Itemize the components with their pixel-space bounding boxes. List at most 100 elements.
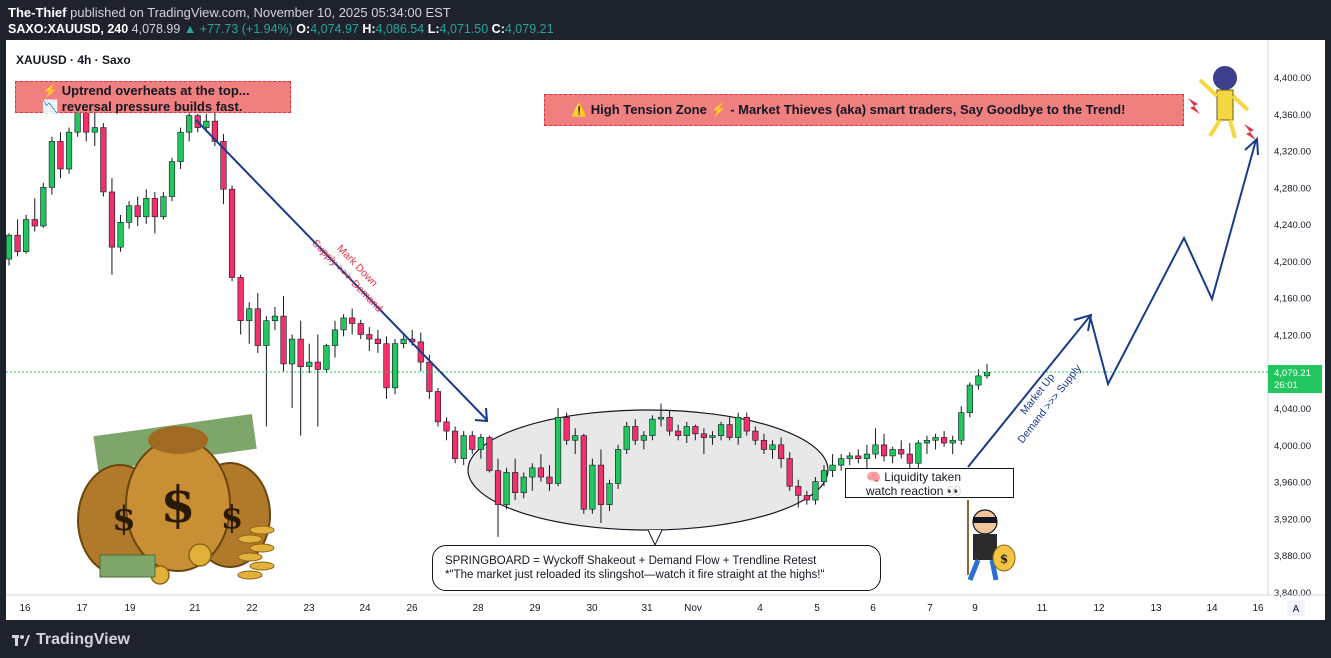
candle[interactable] <box>863 444 870 468</box>
candle[interactable] <box>606 479 613 512</box>
candle[interactable] <box>649 415 656 441</box>
candle[interactable] <box>769 440 776 459</box>
candle[interactable] <box>589 458 596 514</box>
candle[interactable] <box>949 435 956 455</box>
candle[interactable] <box>812 477 819 505</box>
candle[interactable] <box>855 449 862 464</box>
candle[interactable] <box>597 449 605 524</box>
candle[interactable] <box>700 428 707 455</box>
candle[interactable] <box>941 431 948 447</box>
candle[interactable] <box>177 127 184 169</box>
candle[interactable] <box>958 406 965 445</box>
candle[interactable] <box>486 435 493 473</box>
markdown-trendline[interactable] <box>195 119 488 421</box>
candle[interactable] <box>323 343 330 374</box>
candle[interactable] <box>898 440 905 459</box>
candle[interactable] <box>426 354 433 399</box>
markup-projection-path[interactable] <box>967 139 1257 468</box>
candle[interactable] <box>503 467 510 510</box>
candle[interactable] <box>623 421 630 455</box>
callout-uptrend-overheats[interactable]: ⚡ Uptrend overheats at the top... 📉 reve… <box>15 81 291 114</box>
candle[interactable] <box>143 189 150 225</box>
candle[interactable] <box>786 452 793 491</box>
candle[interactable] <box>57 132 64 179</box>
candle[interactable] <box>280 295 287 372</box>
candle[interactable] <box>186 111 193 142</box>
candle[interactable] <box>160 191 167 220</box>
candle[interactable] <box>100 122 107 197</box>
candle[interactable] <box>246 302 253 344</box>
candle[interactable] <box>512 458 519 501</box>
candle[interactable] <box>469 431 476 455</box>
candle[interactable] <box>683 421 690 444</box>
candle[interactable] <box>366 327 373 352</box>
candle[interactable] <box>263 316 270 427</box>
candle[interactable] <box>760 433 768 455</box>
candle[interactable] <box>443 417 450 441</box>
tradingview-logo[interactable]: TradingView <box>12 631 130 649</box>
price-axis[interactable] <box>1268 40 1325 595</box>
candle[interactable] <box>572 428 579 455</box>
candle[interactable] <box>374 329 381 353</box>
candle[interactable] <box>975 369 982 390</box>
candle[interactable] <box>872 428 879 459</box>
candle[interactable] <box>906 443 913 473</box>
candle[interactable] <box>529 463 536 491</box>
candle[interactable] <box>735 412 742 445</box>
candle[interactable] <box>220 134 227 204</box>
candle[interactable] <box>546 465 553 491</box>
candle[interactable] <box>31 198 38 232</box>
candle[interactable] <box>580 433 587 514</box>
candle[interactable] <box>48 136 55 195</box>
candle[interactable] <box>923 435 931 455</box>
candle[interactable] <box>23 214 30 254</box>
candle[interactable] <box>14 219 21 257</box>
candle[interactable] <box>460 431 467 466</box>
candle[interactable] <box>563 412 570 445</box>
candle[interactable] <box>391 339 399 395</box>
auto-scale-button[interactable] <box>1287 600 1305 616</box>
callout-high-tension[interactable]: ⚠️ High Tension Zone ⚡ - Market Thieves … <box>544 94 1184 126</box>
candle[interactable] <box>5 233 13 266</box>
candle[interactable] <box>65 127 73 174</box>
candle[interactable] <box>743 412 750 436</box>
candle[interactable] <box>846 452 853 466</box>
author-name[interactable]: The-Thief <box>8 5 67 20</box>
candle[interactable] <box>349 308 356 335</box>
candle[interactable] <box>340 314 347 337</box>
candle[interactable] <box>314 334 321 427</box>
candle[interactable] <box>383 336 390 399</box>
candle[interactable] <box>126 201 133 229</box>
candle[interactable] <box>632 419 639 445</box>
candle[interactable] <box>554 408 562 487</box>
springboard-zone[interactable] <box>467 409 829 531</box>
candle[interactable] <box>289 334 296 409</box>
candle[interactable] <box>709 431 716 445</box>
candle[interactable] <box>134 196 141 226</box>
candle[interactable] <box>838 454 845 471</box>
candle[interactable] <box>829 454 836 478</box>
candle[interactable] <box>452 426 459 464</box>
candle[interactable] <box>537 454 544 482</box>
candle[interactable] <box>357 319 364 340</box>
candle[interactable] <box>117 214 124 252</box>
candle[interactable] <box>640 431 647 450</box>
candle[interactable] <box>615 444 622 489</box>
candle[interactable] <box>168 157 176 202</box>
candle[interactable] <box>237 274 244 335</box>
candle[interactable] <box>434 387 442 427</box>
note-liquidity-taken[interactable]: 🧠 Liquidity taken watch reaction 👀 <box>845 468 1014 498</box>
candle[interactable] <box>983 363 991 379</box>
candle[interactable] <box>108 178 116 275</box>
candle[interactable] <box>40 182 47 228</box>
candle[interactable] <box>151 191 158 234</box>
candle[interactable] <box>520 472 527 499</box>
candle[interactable] <box>880 433 888 462</box>
note-springboard[interactable]: SPRINGBOARD = Wyckoff Shakeout + Demand … <box>432 545 881 591</box>
candle[interactable] <box>494 458 502 537</box>
candle[interactable] <box>692 424 699 441</box>
candle[interactable] <box>228 185 236 282</box>
candle[interactable] <box>889 446 896 464</box>
candle[interactable] <box>675 424 682 441</box>
